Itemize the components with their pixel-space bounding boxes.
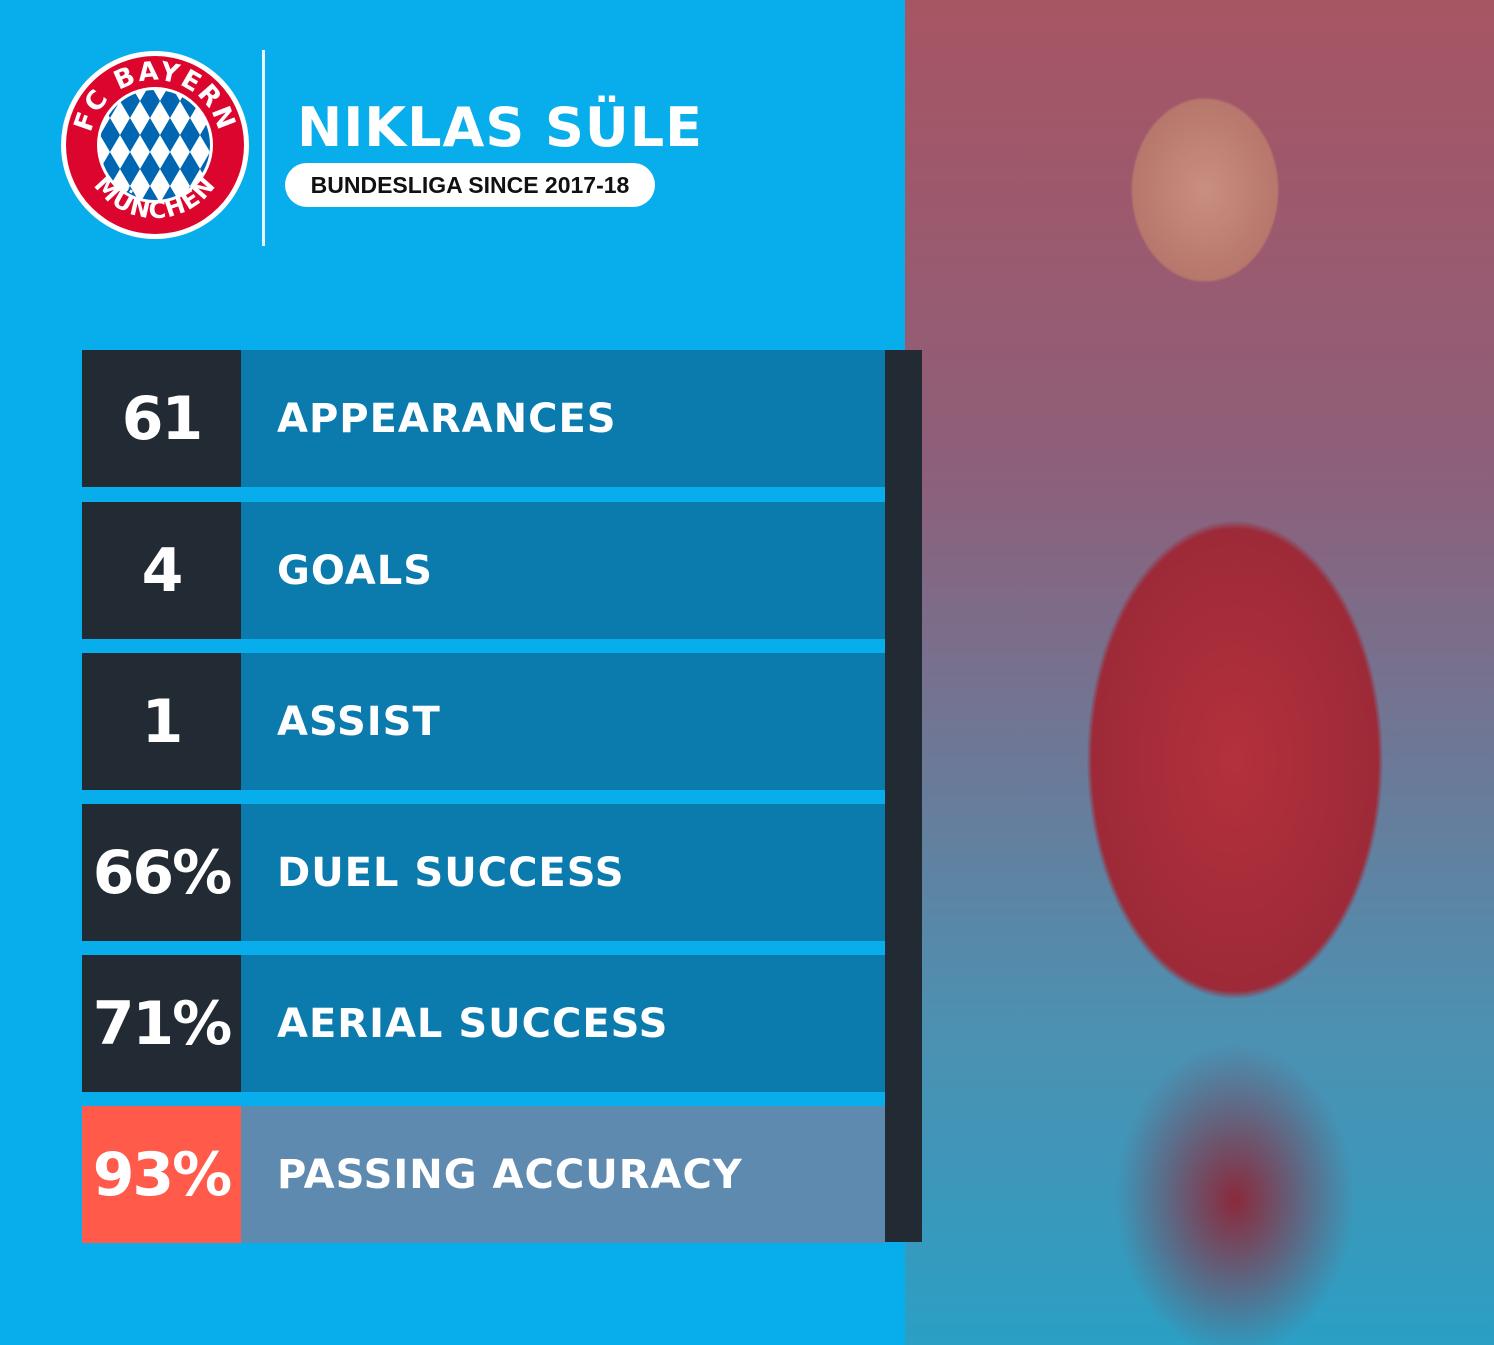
stat-label: ASSIST	[277, 698, 441, 745]
stat-row-aerial-success: 71% AERIAL SUCCESS	[82, 955, 885, 1092]
stat-value: 1	[82, 653, 241, 790]
player-name: NIKLAS SÜLE	[297, 96, 704, 159]
decorative-bar	[885, 350, 922, 1242]
stat-value: 4	[82, 502, 241, 639]
stat-row-duel-success: 66% DUEL SUCCESS	[82, 804, 885, 941]
player-photo	[905, 0, 1494, 1345]
stat-value: 61	[82, 350, 241, 487]
stat-label: APPEARANCES	[277, 395, 617, 442]
stat-row-goals: 4 GOALS	[82, 502, 885, 639]
stat-label: GOALS	[277, 547, 434, 594]
stat-row-appearances: 61 APPEARANCES	[82, 350, 885, 487]
competition-badge: BUNDESLIGA SINCE 2017-18	[285, 163, 655, 207]
stat-label: DUEL SUCCESS	[277, 849, 625, 896]
header-divider	[262, 50, 265, 246]
stat-label: AERIAL SUCCESS	[277, 1000, 669, 1047]
stat-value: 66%	[82, 804, 241, 941]
club-logo: FC BAYERN MÜNCHEN	[61, 51, 249, 239]
stat-value: 93%	[82, 1106, 241, 1243]
stat-row-passing-accuracy: 93% PASSING ACCURACY	[82, 1106, 885, 1243]
stat-row-assist: 1 ASSIST	[82, 653, 885, 790]
stat-value: 71%	[82, 955, 241, 1092]
stat-label: PASSING ACCURACY	[277, 1151, 743, 1198]
